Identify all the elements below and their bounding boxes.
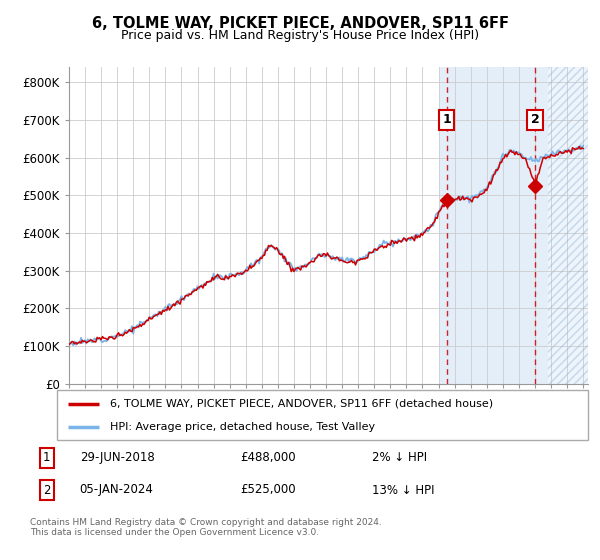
Text: 29-JUN-2018: 29-JUN-2018 xyxy=(80,451,154,464)
Text: 13% ↓ HPI: 13% ↓ HPI xyxy=(372,483,435,497)
Text: Price paid vs. HM Land Registry's House Price Index (HPI): Price paid vs. HM Land Registry's House … xyxy=(121,29,479,42)
Text: 1: 1 xyxy=(43,451,50,464)
Text: £488,000: £488,000 xyxy=(240,451,295,464)
Text: 2: 2 xyxy=(531,114,539,127)
Text: 2% ↓ HPI: 2% ↓ HPI xyxy=(372,451,427,464)
Text: £525,000: £525,000 xyxy=(240,483,295,497)
Text: 1: 1 xyxy=(442,114,451,127)
Text: 05-JAN-2024: 05-JAN-2024 xyxy=(80,483,154,497)
Text: 6, TOLME WAY, PICKET PIECE, ANDOVER, SP11 6FF: 6, TOLME WAY, PICKET PIECE, ANDOVER, SP1… xyxy=(91,16,509,31)
Bar xyxy=(439,67,548,384)
FancyBboxPatch shape xyxy=(57,390,588,440)
Text: 6, TOLME WAY, PICKET PIECE, ANDOVER, SP11 6FF (detached house): 6, TOLME WAY, PICKET PIECE, ANDOVER, SP1… xyxy=(110,399,493,409)
Bar xyxy=(548,67,588,384)
Text: HPI: Average price, detached house, Test Valley: HPI: Average price, detached house, Test… xyxy=(110,422,375,432)
Bar xyxy=(548,67,588,384)
Text: 2: 2 xyxy=(43,483,50,497)
Text: Contains HM Land Registry data © Crown copyright and database right 2024.
This d: Contains HM Land Registry data © Crown c… xyxy=(30,518,382,538)
